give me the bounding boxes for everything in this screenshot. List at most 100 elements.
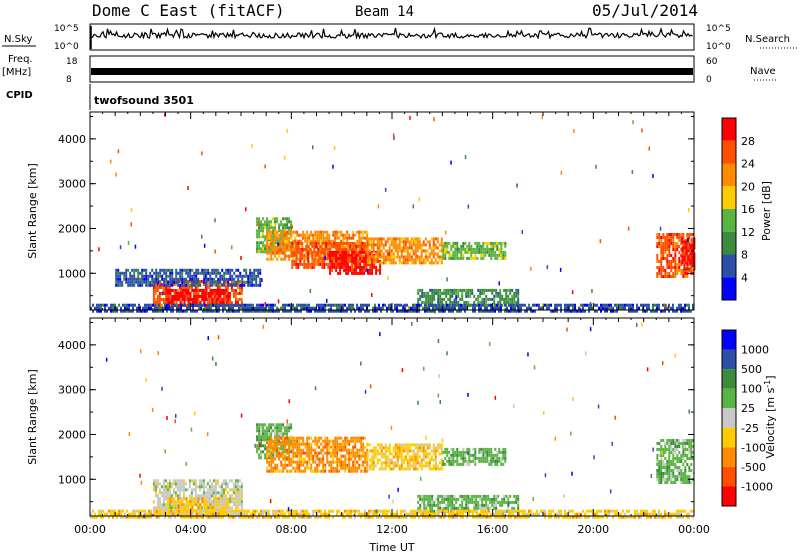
power-cell: [214, 289, 216, 292]
velocity-cell: [207, 482, 209, 485]
velocity-cell: [379, 467, 381, 470]
velocity-cell: [256, 423, 258, 426]
power-cell: [339, 263, 341, 266]
power-cell: [662, 257, 664, 260]
power-cell: [311, 263, 313, 266]
velocity-cell: [399, 449, 401, 452]
power-cell: [387, 258, 389, 261]
velocity-cell: [266, 455, 268, 458]
power-cell: [461, 298, 463, 301]
power-cell: [680, 304, 682, 307]
power-cell: [379, 237, 381, 240]
velocity-cell: [389, 458, 391, 461]
velocity-cell: [290, 426, 292, 429]
power-cell: [431, 295, 433, 298]
power-speckle-dot: [591, 289, 593, 293]
velocity-cell: [423, 464, 425, 467]
velocity-cell: [284, 467, 286, 470]
power-cell: [548, 307, 550, 310]
velocity-cell: [346, 464, 348, 467]
power-cell: [302, 237, 304, 240]
power-cell: [391, 249, 393, 252]
power-cell: [349, 248, 351, 251]
velocity-cell: [217, 482, 219, 485]
power-cell: [491, 289, 493, 292]
velocity-cell: [312, 461, 314, 464]
power-cell: [349, 242, 351, 245]
power-cell: [300, 234, 302, 237]
power-cell: [608, 307, 610, 310]
velocity-cell: [397, 452, 399, 455]
power-cell: [676, 245, 678, 248]
velocity-cell: [290, 450, 292, 453]
velocity-cell: [470, 460, 472, 463]
power-cell: [212, 298, 214, 301]
power-cell: [660, 275, 662, 278]
power-cell: [307, 251, 309, 254]
velocity-cell: [326, 437, 328, 440]
power-cell: [310, 231, 312, 234]
power-cell: [353, 272, 355, 275]
power-cell: [668, 233, 670, 236]
velocity-cell: [399, 464, 401, 467]
power-cell: [278, 226, 280, 229]
velocity-cell: [239, 485, 241, 488]
velocity-cell: [314, 440, 316, 443]
power-cell: [448, 307, 450, 310]
power-cell: [309, 248, 311, 251]
power-cell: [405, 240, 407, 243]
velocity-cell: [419, 464, 421, 467]
velocity-cell: [415, 458, 417, 461]
power-cell: [490, 304, 492, 307]
velocity-cell: [294, 440, 296, 443]
power-cell: [435, 246, 437, 249]
power-cell: [449, 298, 451, 301]
velocity-cell: [504, 451, 506, 454]
power-cell: [682, 307, 684, 310]
power-cell: [274, 252, 276, 255]
velocity-cell: [354, 437, 356, 440]
velocity-cell: [209, 485, 211, 488]
power-cell: [127, 284, 129, 287]
power-cell: [321, 242, 323, 245]
nsky-tick-bottom: 10^0: [54, 42, 79, 52]
power-cell: [274, 255, 276, 258]
power-cell: [320, 304, 322, 307]
power-cell: [359, 245, 361, 248]
power-cell: [400, 304, 402, 307]
power-cell: [266, 249, 268, 252]
velocity-cell: [496, 457, 498, 460]
power-cell: [367, 252, 369, 255]
power-cell: [274, 240, 276, 243]
velocity-cell: [377, 458, 379, 461]
power-cell: [600, 304, 602, 307]
velocity-cell: [322, 470, 324, 473]
power-speckle-dot: [454, 298, 456, 302]
power-cell: [444, 242, 446, 245]
power-cell: [493, 298, 495, 301]
velocity-cell: [324, 467, 326, 470]
velocity-cell: [163, 494, 165, 497]
velocity-cell: [282, 447, 284, 450]
velocity-cell: [280, 470, 282, 473]
power-cell: [446, 248, 448, 251]
power-cell: [230, 304, 232, 307]
power-cell: [119, 275, 121, 278]
velocity-cell: [441, 467, 443, 470]
power-cell: [658, 233, 660, 236]
power-cell: [170, 292, 172, 295]
power-cell: [433, 295, 435, 298]
power-cell: [258, 217, 260, 220]
velocity-cell: [332, 461, 334, 464]
power-cell: [159, 292, 161, 295]
velocity-cell: [393, 446, 395, 449]
power-cell: [395, 255, 397, 258]
power-cell: [375, 258, 377, 261]
power-cell: [209, 272, 211, 275]
velocity-cell: [165, 488, 167, 491]
power-cell: [329, 260, 331, 263]
power-cell: [333, 251, 335, 254]
power-cell: [461, 295, 463, 298]
power-cell: [246, 304, 248, 307]
power-cell: [384, 304, 386, 307]
